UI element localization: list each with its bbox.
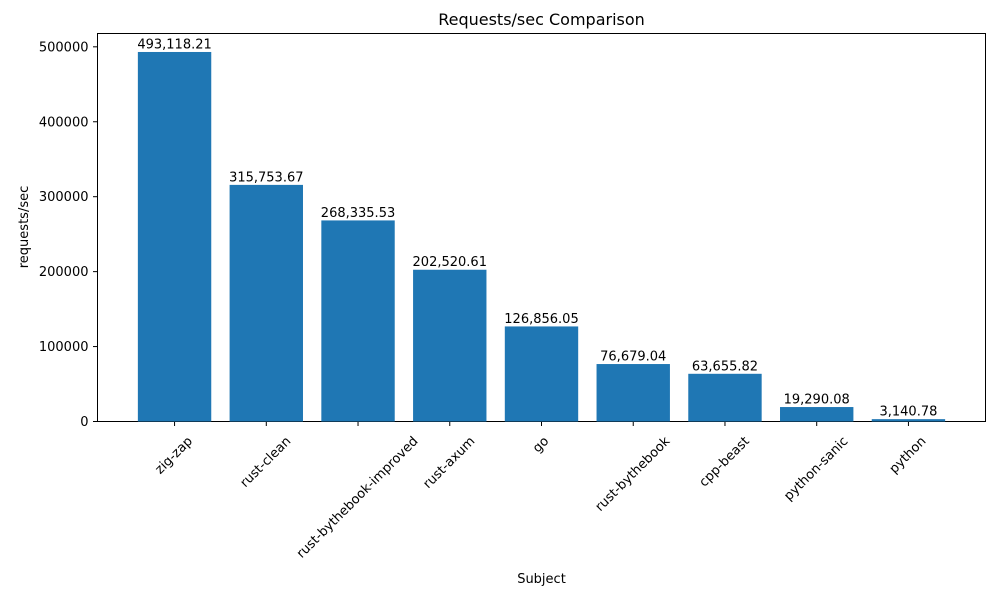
bar [229,184,303,422]
y-axis-ticks: 0 100000 200000 300000 400000 500000 [39,40,98,430]
bar-value-label: 315,753.67 [229,170,303,185]
x-tick-label: python-sanic [781,434,851,504]
y-tick-label: 0 [80,415,88,430]
x-tick-label: rust-bythebook [593,434,674,515]
bar [413,269,487,422]
y-tick-label: 500000 [39,40,89,55]
bar [321,220,395,422]
bar-value-label: 3,140.78 [879,405,937,420]
bar [504,326,579,422]
bar [137,51,212,422]
bar [596,364,670,422]
bar-value-label: 19,290.08 [784,393,850,408]
bar-value-label: 63,655.82 [692,359,758,374]
bar-value-label: 126,856.05 [504,312,578,327]
x-tick-label: zig-zap [152,434,195,477]
bar [780,407,854,422]
bar-value-label: 493,118.21 [137,37,211,52]
y-tick-label: 200000 [39,265,89,280]
y-tick-label: 400000 [39,115,89,130]
x-tick-label: rust-bythebook-improved [294,434,421,561]
y-tick-label: 300000 [39,190,89,205]
chart-title: Requests/sec Comparison [438,10,645,29]
x-axis-ticks: zig-zap rust-clean rust-bythebook-improved… [152,421,930,562]
x-tick-label: cpp-beast [697,434,753,490]
bars-group [137,51,946,422]
x-tick-label: go [530,434,552,456]
bar-value-label: 268,335.53 [321,206,395,221]
bar [688,373,762,422]
x-tick-label: rust-clean [238,434,295,491]
y-tick-label: 100000 [39,340,89,355]
bar-value-labels: 493,118.21 315,753.67 268,335.53 202,520.61… [137,37,937,419]
y-axis-label: requests/sec [17,186,32,269]
bar-value-label: 202,520.61 [413,255,487,270]
x-tick-label: python [887,434,930,477]
bar [871,419,946,422]
bar-value-label: 76,679.04 [600,350,666,365]
x-tick-label: rust-axum [421,434,479,492]
x-axis-label: Subject [517,572,566,587]
